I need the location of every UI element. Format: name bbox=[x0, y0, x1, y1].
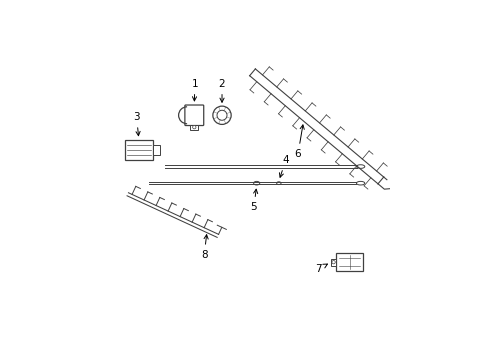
Text: 5: 5 bbox=[250, 189, 258, 212]
Ellipse shape bbox=[356, 181, 365, 185]
Circle shape bbox=[193, 126, 196, 129]
FancyBboxPatch shape bbox=[125, 140, 153, 160]
Text: 2: 2 bbox=[219, 79, 225, 102]
Ellipse shape bbox=[356, 165, 365, 168]
Text: 7: 7 bbox=[315, 264, 327, 274]
FancyBboxPatch shape bbox=[331, 259, 336, 266]
FancyBboxPatch shape bbox=[336, 253, 363, 271]
Text: 3: 3 bbox=[133, 112, 140, 136]
FancyBboxPatch shape bbox=[153, 145, 160, 155]
Ellipse shape bbox=[254, 181, 260, 185]
Circle shape bbox=[217, 110, 227, 120]
FancyBboxPatch shape bbox=[185, 105, 204, 126]
Circle shape bbox=[332, 261, 335, 264]
FancyBboxPatch shape bbox=[191, 125, 198, 130]
Text: 4: 4 bbox=[279, 155, 289, 177]
Ellipse shape bbox=[277, 182, 281, 185]
Text: 6: 6 bbox=[294, 125, 304, 159]
Text: 1: 1 bbox=[192, 79, 198, 101]
Text: 8: 8 bbox=[201, 235, 208, 260]
Circle shape bbox=[213, 106, 231, 125]
